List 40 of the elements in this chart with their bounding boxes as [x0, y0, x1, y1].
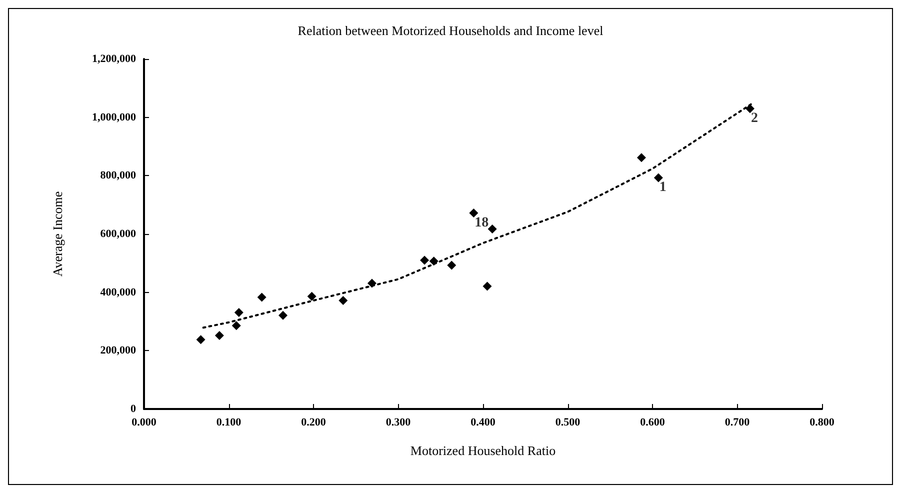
point	[447, 260, 456, 270]
annotation: 2	[750, 111, 758, 126]
point	[278, 310, 288, 320]
x-tick-label: 0.700	[724, 416, 750, 428]
y-tick-label: 400,000	[100, 286, 136, 298]
x-tick-label: 0.300	[386, 416, 412, 428]
y-tick-label: 600,000	[100, 228, 136, 240]
point	[257, 292, 266, 302]
x-tick-label: 0.400	[470, 416, 496, 428]
point	[214, 331, 224, 340]
y-axis-title: Average Income	[50, 191, 65, 277]
annotation: 1	[659, 180, 666, 196]
point	[307, 292, 316, 301]
y-tick-label: 0	[130, 403, 136, 415]
x-tick-label: 0.000	[132, 416, 157, 428]
point	[429, 256, 438, 266]
x-tick-label: 0.600	[640, 416, 666, 428]
point	[469, 208, 478, 218]
annotation: 18	[474, 216, 489, 230]
point	[488, 224, 497, 234]
point	[234, 308, 244, 317]
y-tick-label: 1,200,000	[92, 53, 136, 65]
x-tick-label: 0.100	[216, 416, 242, 428]
x-tick-label: 0.500	[555, 416, 581, 428]
point	[232, 321, 241, 330]
y-tick-label: 200,000	[100, 344, 136, 357]
point	[654, 173, 663, 182]
x-tick-label: 0.200	[301, 416, 326, 428]
point	[196, 335, 206, 344]
y-tick-label: 1,000,000	[92, 111, 136, 124]
point	[745, 104, 754, 114]
chart-title: Relation between Motorized Households and Income level	[298, 23, 604, 38]
point	[420, 256, 430, 265]
point	[482, 282, 492, 291]
point	[367, 278, 376, 288]
y-tick-label: 800,000	[100, 170, 136, 182]
point	[636, 153, 646, 162]
point	[338, 296, 348, 305]
x-axis-title: Motorized Household Ratio	[410, 443, 556, 458]
x-tick-label: 0.800	[810, 416, 835, 428]
